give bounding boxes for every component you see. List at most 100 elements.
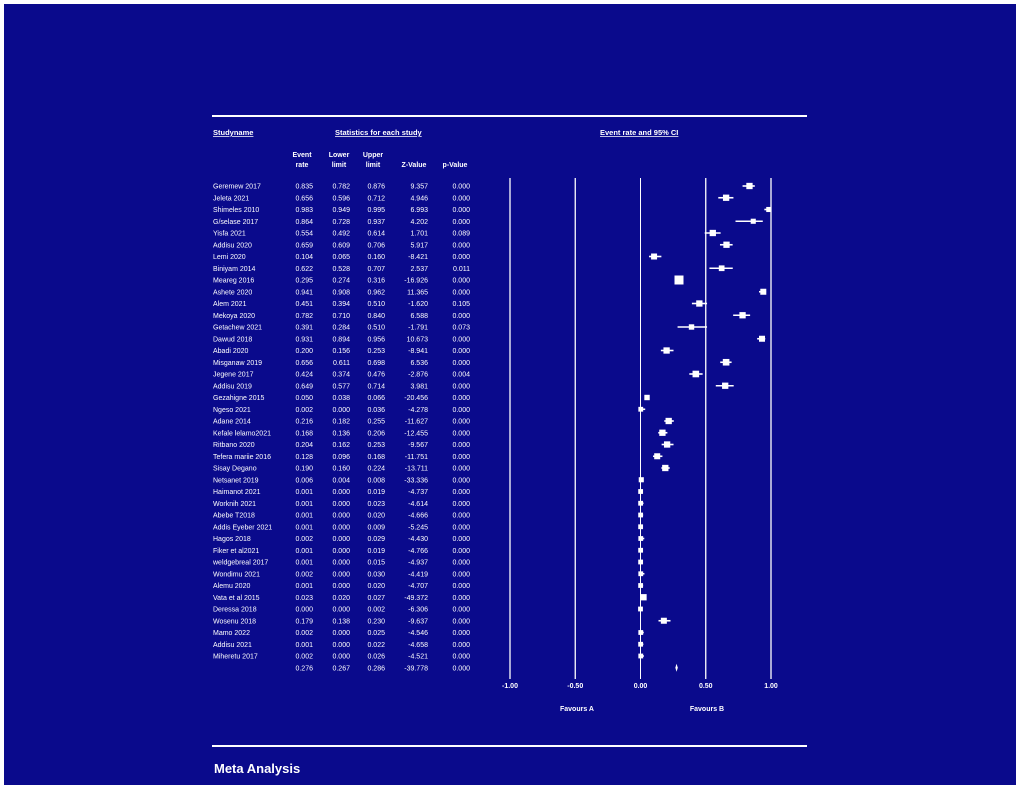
event-rate-value: 0.190 [295, 466, 313, 473]
p-value: 0.000 [452, 278, 470, 285]
upper-limit-value: 0.025 [367, 630, 385, 637]
point-estimate [758, 335, 765, 342]
p-value: 0.000 [452, 642, 470, 649]
z-value: -4.430 [408, 536, 428, 543]
point-estimate [722, 382, 729, 389]
upper-limit-value: 0.706 [367, 242, 385, 249]
lower-limit-value: 0.000 [332, 501, 350, 508]
event-rate-value: 0.001 [295, 489, 313, 496]
p-value: 0.000 [452, 313, 470, 320]
study-name: Jegene 2017 [213, 372, 254, 379]
upper-limit-value: 0.316 [367, 278, 385, 285]
header-upper-limit: Upper [363, 152, 384, 159]
z-value: -4.658 [408, 642, 428, 649]
p-value: 0.073 [452, 325, 470, 332]
p-value: 0.000 [452, 184, 470, 191]
event-rate-value: 0.001 [295, 501, 313, 508]
event-rate-value: 0.451 [295, 301, 313, 308]
p-value: 0.000 [452, 219, 470, 226]
study-name: Mamo 2022 [213, 630, 250, 637]
p-value: 0.000 [452, 548, 470, 555]
header-plot-title: Event rate and 95% CI [600, 128, 678, 137]
event-rate-value: 0.656 [295, 195, 313, 202]
lower-limit-value: 0.182 [332, 419, 350, 426]
p-value: 0.000 [452, 442, 470, 449]
upper-limit-value: 0.476 [367, 372, 385, 379]
lower-limit-value: 0.000 [332, 607, 350, 614]
event-rate-value: 0.931 [295, 336, 313, 343]
z-value: -4.937 [408, 560, 428, 567]
study-name: Hagos 2018 [213, 536, 251, 543]
axis-tick-label: -1.00 [502, 683, 518, 690]
upper-limit-value: 0.840 [367, 313, 385, 320]
event-rate-value: 0.001 [295, 524, 313, 531]
study-name: Sisay Degano [213, 466, 257, 473]
event-rate-value: 0.659 [295, 242, 313, 249]
lower-limit-value: 0.000 [332, 407, 350, 414]
study-name: Abadi 2020 [213, 348, 249, 355]
point-estimate [640, 594, 647, 601]
event-rate-value: 0.128 [295, 454, 313, 461]
upper-limit-value: 0.030 [367, 571, 385, 578]
z-value: 4.946 [410, 195, 428, 202]
p-value: 0.000 [452, 560, 470, 567]
upper-limit-value: 0.253 [367, 348, 385, 355]
header-p-value: p-Value [443, 162, 468, 169]
z-value: -12.455 [404, 430, 428, 437]
p-value: 0.000 [452, 348, 470, 355]
z-value: -4.419 [408, 571, 428, 578]
z-value: -8.421 [408, 254, 428, 261]
header-upper-limit-2: limit [366, 162, 381, 169]
study-name: Worknih 2021 [213, 501, 256, 508]
lower-limit-value: 0.274 [332, 278, 350, 285]
study-name: Yisfa 2021 [213, 231, 246, 238]
lower-limit-value: 0.038 [332, 395, 350, 402]
upper-limit-value: 0.168 [367, 454, 385, 461]
event-rate-value: 0.622 [295, 266, 313, 273]
point-estimate [750, 218, 756, 224]
lower-limit-value: 0.284 [332, 325, 350, 332]
upper-limit-value: 0.253 [367, 442, 385, 449]
point-estimate [739, 312, 746, 319]
z-value: -33.336 [404, 477, 428, 484]
header-event-rate-2: rate [296, 162, 309, 169]
point-estimate [662, 464, 669, 472]
upper-limit-value: 0.510 [367, 325, 385, 332]
summary-event-rate: 0.276 [295, 665, 313, 672]
upper-limit-value: 0.027 [367, 595, 385, 602]
upper-limit-value: 0.255 [367, 419, 385, 426]
lower-limit-value: 0.609 [332, 242, 350, 249]
upper-limit-value: 0.712 [367, 195, 385, 202]
summary-z-value: -39.778 [404, 665, 428, 672]
z-value: -8.941 [408, 348, 428, 355]
study-name: Fiker et al2021 [213, 548, 259, 555]
study-name: Addisu 2019 [213, 383, 252, 390]
z-value: 4.202 [410, 219, 428, 226]
event-rate-value: 0.002 [295, 654, 313, 661]
lower-limit-value: 0.138 [332, 618, 350, 625]
z-value: 10.673 [407, 336, 429, 343]
lower-limit-value: 0.000 [332, 642, 350, 649]
p-value: 0.000 [452, 395, 470, 402]
study-name: Ngeso 2021 [213, 407, 251, 414]
event-rate-value: 0.050 [295, 395, 313, 402]
upper-limit-value: 0.002 [367, 607, 385, 614]
axis-tick-label: 0.00 [634, 683, 648, 690]
z-value: -9.567 [408, 442, 428, 449]
upper-limit-value: 0.962 [367, 289, 385, 296]
upper-limit-value: 0.029 [367, 536, 385, 543]
event-rate-value: 0.001 [295, 642, 313, 649]
event-rate-value: 0.941 [295, 289, 313, 296]
header-lower-limit: Lower [329, 152, 350, 159]
upper-limit-value: 0.022 [367, 642, 385, 649]
lower-limit-value: 0.492 [332, 231, 350, 238]
point-estimate [663, 347, 670, 354]
p-value: 0.000 [452, 654, 470, 661]
p-value: 0.000 [452, 419, 470, 426]
lower-limit-value: 0.374 [332, 372, 350, 379]
study-name: Miheretu 2017 [213, 654, 258, 661]
event-rate-value: 0.835 [295, 184, 313, 191]
study-name: Biniyam 2014 [213, 266, 256, 273]
z-value: 2.537 [410, 266, 428, 273]
z-value: -5.245 [408, 524, 428, 531]
